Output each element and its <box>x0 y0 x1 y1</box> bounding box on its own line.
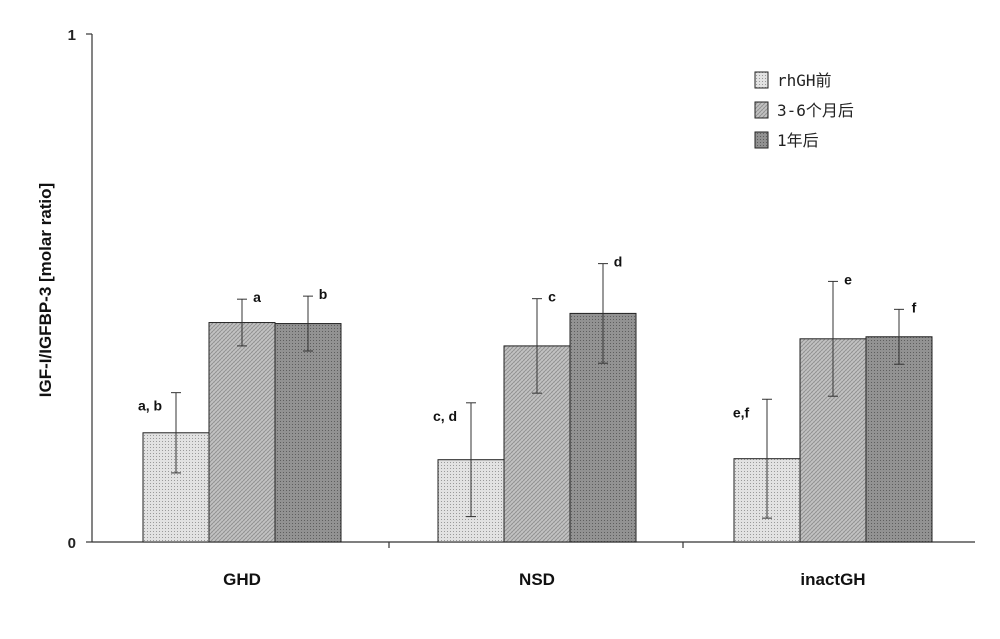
significance-label-ghd-series-1: a <box>253 289 261 305</box>
category-label-nsd: NSD <box>519 570 555 589</box>
legend-swatch-1 <box>754 101 769 119</box>
legend-label-2: 1年后 <box>777 131 819 150</box>
significance-label-nsd-series-1: c <box>548 289 556 305</box>
y-tick-label-0: 0 <box>68 535 76 552</box>
category-label-ghd: GHD <box>223 570 261 589</box>
bar-ghd-series-2 <box>274 323 342 543</box>
significance-label-ghd-series-2: b <box>319 286 328 302</box>
significance-label-nsd-series-0: c, d <box>433 408 457 424</box>
legend-label-1: 3-6个月后 <box>777 101 854 120</box>
y-tick-label-1: 1 <box>68 27 76 44</box>
bar-inactgh-series-2 <box>865 336 933 543</box>
significance-label-inactgh-series-1: e <box>844 271 852 287</box>
bar-ghd-series-1 <box>208 322 276 543</box>
y-axis-label: IGF-I/IGFBP-3 [molar ratio] <box>36 183 55 397</box>
legend: rhGH前 3-6个月后 1年后 <box>754 71 854 150</box>
significance-label-nsd-series-2: d <box>614 254 623 270</box>
category-label-inactgh: inactGH <box>800 570 865 589</box>
bars-layer: a, b a b c, d c d e,f e f <box>138 254 933 543</box>
legend-swatch-0 <box>754 71 769 89</box>
legend-label-0: rhGH前 <box>777 71 832 90</box>
significance-label-ghd-series-0: a, b <box>138 398 162 414</box>
significance-label-inactgh-series-2: f <box>912 299 917 315</box>
category-labels-layer: GHD NSD inactGH <box>223 570 865 589</box>
legend-swatch-2 <box>754 131 769 149</box>
significance-label-inactgh-series-0: e,f <box>733 404 750 420</box>
